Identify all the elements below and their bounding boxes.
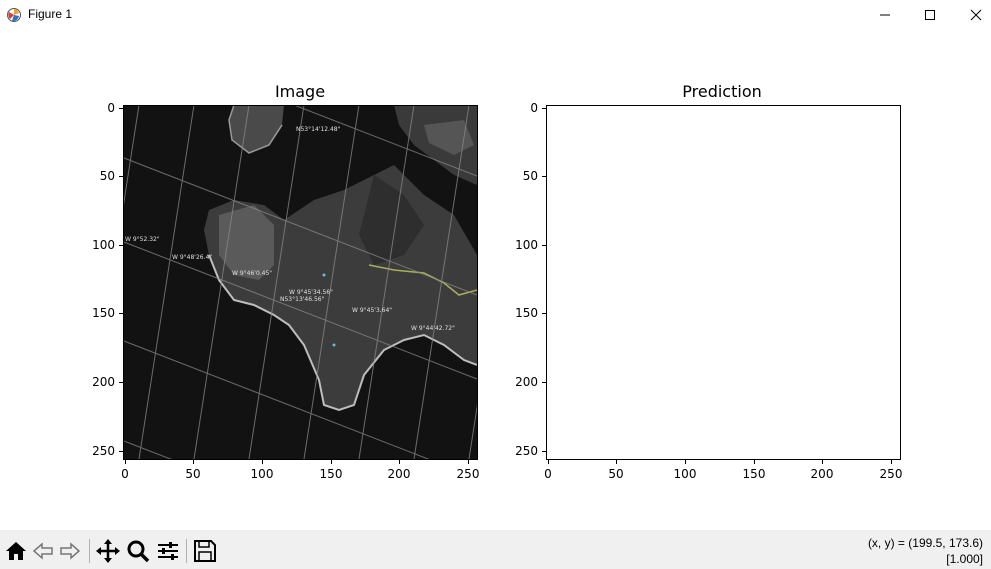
x-tick-label: 250	[879, 467, 903, 481]
image-annotation: N53°13'46.56"	[280, 296, 325, 303]
close-icon	[970, 9, 982, 21]
y-tick	[119, 451, 123, 452]
x-tick-label: 200	[387, 467, 411, 481]
y-tick-label: 100	[92, 238, 115, 252]
x-tick-label: 250	[456, 467, 480, 481]
image-annotation: W 9°45'3.64"	[352, 307, 392, 314]
y-tick-label: 250	[92, 444, 115, 458]
y-tick-label: 250	[515, 444, 538, 458]
y-tick-label: 150	[92, 306, 115, 320]
x-tick	[399, 460, 400, 464]
x-tick-label: 0	[544, 467, 552, 481]
x-tick	[331, 460, 332, 464]
y-tick	[542, 382, 546, 383]
x-tick	[548, 460, 549, 464]
zoom-icon	[127, 540, 150, 563]
pan-button[interactable]	[95, 538, 121, 564]
axes-frame-image	[123, 105, 478, 460]
image-annotation: W 9°46'0.45"	[232, 270, 272, 277]
x-tick-label: 150	[742, 467, 766, 481]
y-tick-label: 50	[522, 169, 538, 183]
y-tick-label: 200	[92, 375, 115, 389]
navigation-toolbar: (x, y) = (199.5, 173.6) [1.000]	[0, 530, 991, 569]
y-tick-label: 150	[515, 306, 538, 320]
forward-icon	[60, 542, 81, 560]
x-tick	[822, 460, 823, 464]
x-tick	[685, 460, 686, 464]
y-tick	[542, 451, 546, 452]
axes-title-image: Image	[274, 82, 326, 101]
image-annotation: W 9°52.32"	[125, 236, 160, 243]
y-tick	[542, 313, 546, 314]
maximize-button[interactable]	[907, 0, 953, 30]
prediction-image	[546, 105, 901, 460]
figure-canvas[interactable]: Image	[0, 30, 991, 530]
back-icon	[32, 542, 53, 560]
x-tick	[468, 460, 469, 464]
y-tick	[119, 176, 123, 177]
pixel-value-readout: [1.000]	[946, 552, 983, 566]
x-tick-label: 100	[250, 467, 274, 481]
zoom-button[interactable]	[125, 538, 151, 564]
x-tick-label: 150	[319, 467, 343, 481]
image-annotation: W 9°44'42.72"	[411, 325, 455, 332]
back-button[interactable]	[30, 538, 56, 564]
x-tick-label: 200	[810, 467, 834, 481]
minimize-button[interactable]	[862, 0, 908, 30]
close-button[interactable]	[953, 0, 991, 30]
image-annotation: W 9°45'34.56"	[289, 289, 333, 296]
y-tick	[119, 108, 123, 109]
x-tick	[125, 460, 126, 464]
home-icon	[6, 542, 26, 560]
toolbar-separator	[186, 539, 187, 563]
y-tick	[542, 245, 546, 246]
y-tick-label: 200	[515, 375, 538, 389]
pan-icon	[96, 539, 120, 563]
maximize-icon	[925, 10, 935, 20]
y-tick-label: 0	[107, 101, 115, 115]
save-button[interactable]	[192, 538, 218, 564]
matplotlib-app-icon	[7, 8, 21, 22]
window-title: Figure 1	[28, 7, 73, 21]
home-button[interactable]	[3, 538, 29, 564]
y-tick-label: 100	[515, 238, 538, 252]
forward-button[interactable]	[57, 538, 83, 564]
y-tick	[542, 108, 546, 109]
x-tick	[262, 460, 263, 464]
y-tick	[119, 382, 123, 383]
satellite-image: N53°14'12.48" W 9°52.32" W 9°48'26.4" W …	[124, 105, 477, 459]
y-tick-label: 50	[99, 169, 115, 183]
coordinate-readout: (x, y) = (199.5, 173.6)	[867, 536, 983, 550]
y-tick	[119, 245, 123, 246]
x-tick-label: 0	[121, 467, 129, 481]
toolbar-separator	[89, 539, 90, 563]
x-tick-label: 100	[673, 467, 697, 481]
y-tick-label: 0	[530, 101, 538, 115]
x-tick	[754, 460, 755, 464]
image-annotation: W 9°48'26.4"	[172, 254, 212, 261]
x-tick-label: 50	[608, 467, 624, 481]
minimize-icon	[880, 14, 890, 16]
x-tick	[193, 460, 194, 464]
window-titlebar: Figure 1	[0, 0, 991, 30]
x-tick	[891, 460, 892, 464]
configure-subplots-button[interactable]	[155, 538, 181, 564]
x-tick	[616, 460, 617, 464]
save-icon	[194, 540, 216, 562]
y-tick	[542, 176, 546, 177]
x-tick-label: 50	[185, 467, 201, 481]
image-annotation: N53°14'12.48"	[296, 126, 341, 133]
y-tick	[119, 313, 123, 314]
configure-subplots-icon	[158, 542, 178, 560]
axes-title-prediction: Prediction	[682, 82, 762, 101]
